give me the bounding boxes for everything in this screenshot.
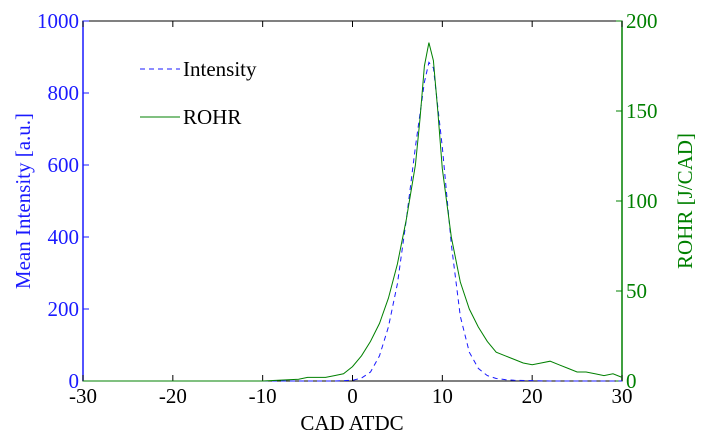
right-y-ticks: 0 50 100 150 200: [616, 9, 658, 393]
left-y-tick-label: 200: [48, 297, 80, 321]
x-axis-title: CAD ATDC: [300, 411, 403, 433]
plot-frame: [82, 20, 623, 382]
x-tick-label: 30: [612, 384, 633, 408]
x-ticks: -30 -20 -10 0 10 20 30: [69, 21, 633, 408]
series-line-rohr: [83, 42, 623, 382]
right-y-tick-label: 0: [626, 369, 637, 393]
x-tick-label: 0: [347, 384, 358, 408]
x-tick-label: -20: [159, 384, 187, 408]
x-tick-label: -10: [249, 384, 277, 408]
legend-label-intensity: Intensity: [183, 57, 257, 81]
series-layer: [83, 42, 623, 382]
legend: Intensity ROHR: [140, 57, 257, 129]
left-y-ticks: 0 200 400 600 800 1000: [37, 9, 89, 393]
legend-label-rohr: ROHR: [183, 105, 241, 129]
right-y-tick-label: 100: [626, 189, 658, 213]
right-y-tick-label: 200: [626, 9, 658, 33]
left-y-tick-label: 600: [48, 153, 80, 177]
left-y-tick-label: 1000: [37, 9, 79, 33]
x-tick-label: 10: [432, 384, 453, 408]
left-y-axis-title: Mean Intensity [a.u.]: [11, 113, 35, 289]
left-y-tick-label: 800: [48, 81, 80, 105]
right-y-tick-label: 150: [626, 99, 658, 123]
right-y-axis-title: ROHR [J/CAD]: [673, 133, 697, 269]
x-tick-label: 20: [522, 384, 543, 408]
x-tick-label: -30: [69, 384, 97, 408]
left-y-tick-label: 0: [69, 369, 80, 393]
series-line-intensity: [83, 61, 622, 382]
right-y-tick-label: 50: [626, 279, 647, 303]
left-y-tick-label: 400: [48, 225, 80, 249]
